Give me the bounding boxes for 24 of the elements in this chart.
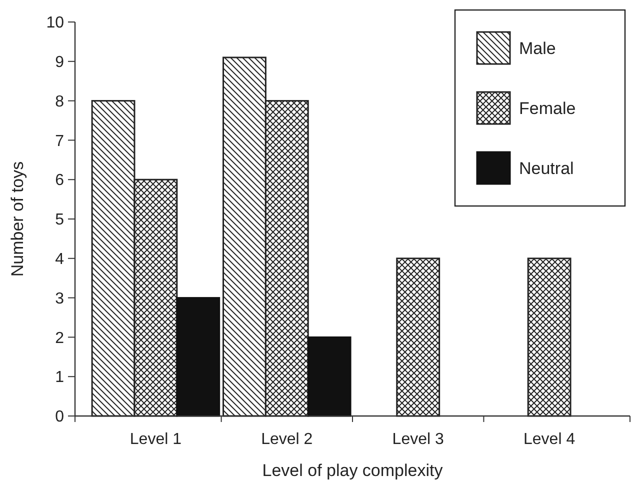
- bar: [176, 297, 220, 417]
- x-tick-label: Level 4: [524, 431, 576, 448]
- y-tick-label: 0: [55, 408, 64, 426]
- bar: [527, 258, 572, 417]
- y-tick-label: 1: [55, 369, 64, 386]
- y-tick-label: 6: [55, 172, 64, 190]
- y-tick-label: 5: [55, 212, 64, 229]
- legend-label: Male: [519, 38, 556, 58]
- y-tick-label: 7: [55, 132, 64, 150]
- legend-label: Female: [519, 98, 576, 118]
- y-axis-title: Number of toys: [8, 161, 27, 277]
- x-tick-label: Level 1: [130, 431, 182, 448]
- legend-label: Neutral: [519, 158, 574, 178]
- y-tick-label: 4: [55, 251, 64, 268]
- y-tick-label: 9: [55, 54, 64, 71]
- y-tick-label: 8: [55, 93, 64, 110]
- x-axis-title: Level of play complexity: [262, 461, 444, 480]
- y-tick-label: 10: [46, 14, 64, 32]
- y-tick-label: 2: [55, 330, 64, 347]
- bar: [307, 336, 352, 417]
- x-tick-label: Level 2: [261, 431, 313, 448]
- x-tick-label: Level 3: [392, 431, 444, 448]
- y-tick-label: 3: [55, 290, 64, 308]
- bar: [396, 258, 440, 417]
